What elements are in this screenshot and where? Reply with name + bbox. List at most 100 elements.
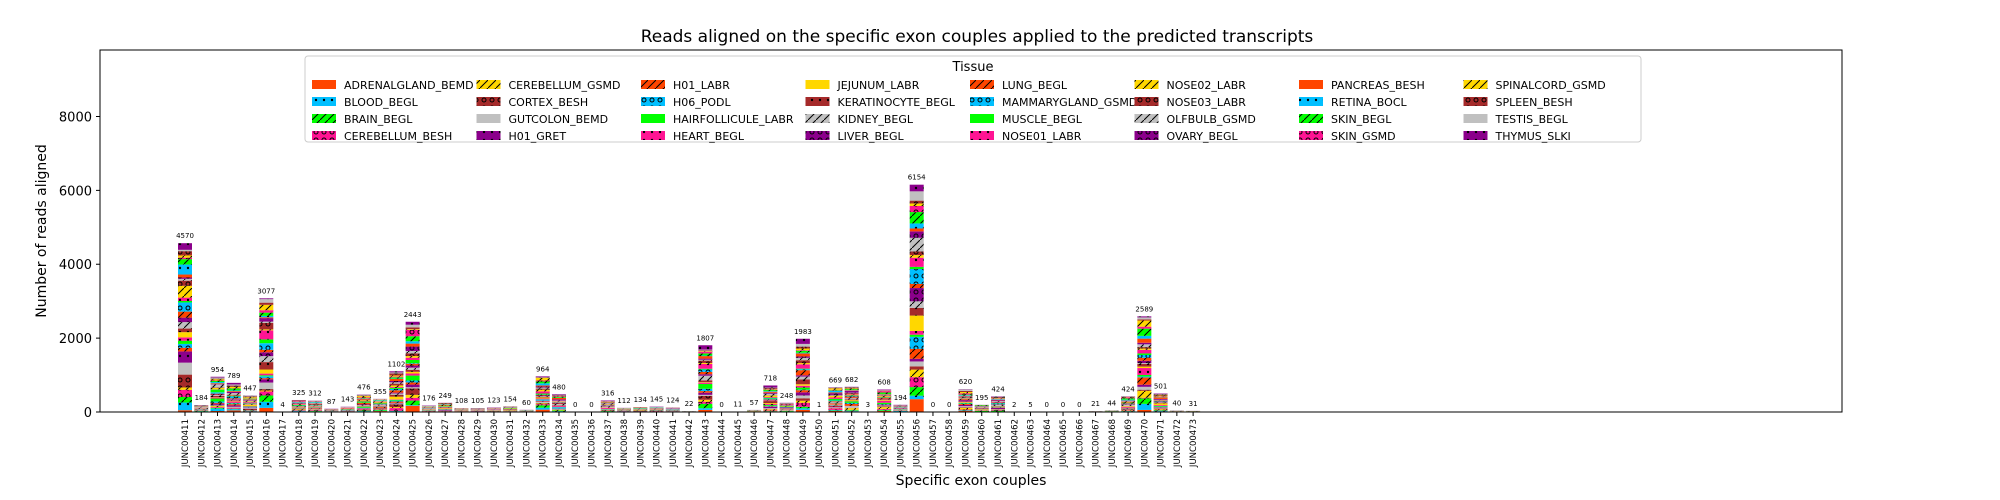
bar-segment xyxy=(259,401,274,408)
x-tick-label: JUNC00448 xyxy=(783,419,793,468)
x-tick-label: JUNC00420 xyxy=(327,419,337,468)
legend-entry: BRAIN_BEGL xyxy=(344,113,413,126)
bar-segment xyxy=(308,402,323,403)
bar-segment xyxy=(909,269,924,284)
bar-segment xyxy=(958,409,973,411)
bar-segment xyxy=(828,397,843,399)
bar-segment xyxy=(1153,402,1168,404)
bar-segment xyxy=(909,330,924,335)
bar-segment xyxy=(356,410,371,412)
data-label: 3 xyxy=(866,401,870,409)
x-tick-label: JUNC00460 xyxy=(978,419,988,468)
bar-segment xyxy=(210,378,225,380)
bar-segment xyxy=(909,336,924,349)
x-tick-label: JUNC00424 xyxy=(392,419,402,468)
bar-segment xyxy=(178,264,192,275)
bar-segment xyxy=(698,353,713,356)
bar-segment xyxy=(1137,344,1152,348)
legend-entry: H06_PODL xyxy=(673,96,732,109)
legend-swatch xyxy=(970,97,994,106)
bar-segment xyxy=(795,369,810,371)
bar-segment xyxy=(373,407,388,409)
bar-segment xyxy=(877,397,892,399)
bar-segment xyxy=(210,408,225,411)
bar-segment xyxy=(438,405,453,407)
bar-segment xyxy=(551,396,566,398)
bar-segment xyxy=(421,405,436,407)
data-label: 11 xyxy=(733,401,742,409)
bar-segment xyxy=(958,406,973,408)
bar-segment xyxy=(795,389,810,391)
x-tick-label: JUNC00434 xyxy=(555,419,565,468)
bar-segment xyxy=(844,410,859,412)
bar-segment xyxy=(373,405,388,407)
bar-segment xyxy=(1121,406,1136,407)
legend-swatch xyxy=(476,97,501,106)
bar-segment xyxy=(356,405,371,406)
data-label: 964 xyxy=(536,365,550,373)
x-tick-label: JUNC00436 xyxy=(588,419,598,468)
legend-swatch xyxy=(1463,114,1488,123)
bar-segment xyxy=(356,411,371,412)
bar-segment xyxy=(844,398,859,400)
bar-segment xyxy=(405,343,420,347)
bar-segment xyxy=(958,395,973,396)
bar-segment xyxy=(535,407,550,410)
bar-segment xyxy=(1137,398,1152,404)
bar-segment xyxy=(779,403,794,404)
bar-segment xyxy=(178,351,192,363)
bar-segment xyxy=(291,404,306,406)
bar-segment xyxy=(1153,407,1168,409)
bar-segment xyxy=(178,277,192,279)
bar-segment xyxy=(226,403,241,405)
bar-segment xyxy=(226,406,241,408)
bar-segment xyxy=(1153,395,1168,397)
legend-entry: PANCREAS_BESH xyxy=(1331,79,1425,92)
bar-segment xyxy=(389,375,404,377)
legend-title: Tissue xyxy=(952,60,994,75)
data-label: 1 xyxy=(817,401,821,409)
bar-segment xyxy=(877,404,892,406)
legend-entry: SPLEEN_BESH xyxy=(1496,96,1573,109)
bar-segment xyxy=(909,334,924,337)
bar-segment xyxy=(535,404,550,406)
bar-segment xyxy=(210,392,225,394)
bar-segment xyxy=(1121,406,1136,408)
bar-segment xyxy=(877,410,892,412)
bar-segment xyxy=(698,388,713,392)
bar-segment xyxy=(877,400,892,401)
bar-segment xyxy=(210,393,225,395)
bar-segment xyxy=(1153,405,1168,406)
data-label: 476 xyxy=(357,383,371,391)
bar-segment xyxy=(909,257,924,267)
x-tick-label: JUNC00449 xyxy=(799,419,809,468)
bar-segment xyxy=(909,231,924,238)
bar-segment xyxy=(909,237,924,252)
bar-segment xyxy=(1153,398,1168,400)
x-tick-label: JUNC00453 xyxy=(864,419,874,468)
bar-segment xyxy=(178,311,192,318)
bar-segment xyxy=(795,350,810,351)
legend-swatch xyxy=(1463,131,1488,140)
data-label: 5 xyxy=(1028,401,1032,409)
bar-segment xyxy=(1153,403,1168,406)
bar-segment xyxy=(1137,360,1152,363)
bar-segment xyxy=(844,393,859,394)
legend-entry: SKIN_BEGL xyxy=(1331,113,1392,126)
legend-swatch xyxy=(641,131,665,140)
bar-segment xyxy=(763,400,778,401)
bar-segment xyxy=(308,408,323,410)
bar-segment xyxy=(877,408,892,410)
bar-segment xyxy=(373,404,388,406)
bar-segment xyxy=(259,352,274,357)
data-label: 6154 xyxy=(908,174,926,182)
legend-entry: LIVER_BEGL xyxy=(838,130,905,143)
bar-segment xyxy=(795,346,810,349)
bar-segment xyxy=(389,394,404,397)
bar-segment xyxy=(1137,363,1152,364)
plot-frame xyxy=(99,49,1843,413)
bar-segment xyxy=(877,400,892,403)
data-label: 355 xyxy=(373,388,386,396)
legend-entry: OVARY_BEGL xyxy=(1167,130,1239,143)
bar-segment xyxy=(844,406,859,408)
